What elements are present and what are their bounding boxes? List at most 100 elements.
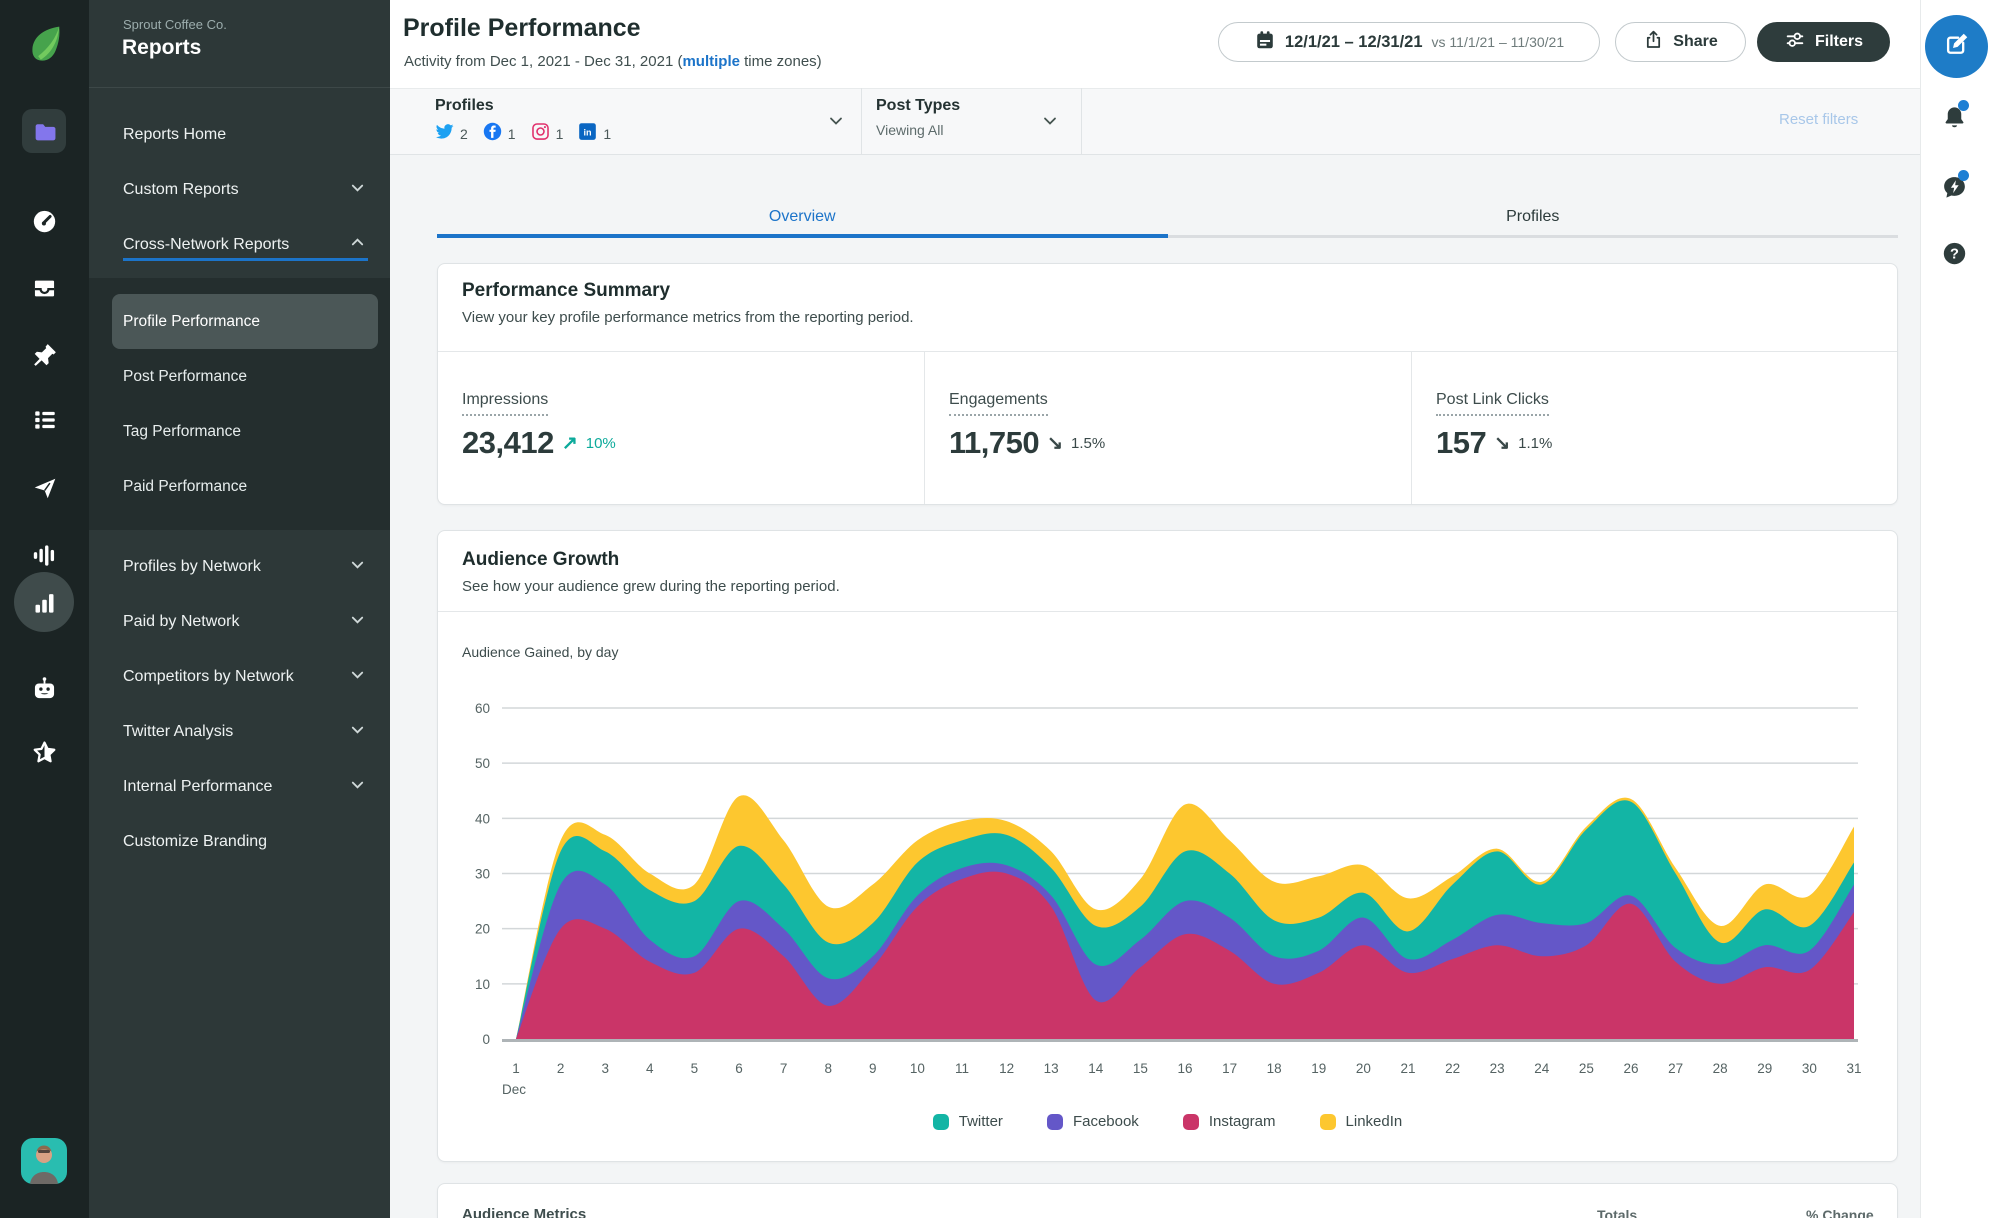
- sidebar-item-label: Competitors by Network: [123, 667, 294, 685]
- sidebar-item-profiles-by-network[interactable]: Profiles by Network: [89, 539, 390, 594]
- profiles-filter-label[interactable]: Profiles: [435, 97, 494, 114]
- legend-swatch: [932, 1113, 949, 1130]
- notifications-bell-icon[interactable]: [1941, 100, 1969, 131]
- sidebar-item-label: Internal Performance: [123, 777, 273, 795]
- chevron-down-icon: [350, 667, 365, 687]
- sidebar-item-label: Customize Branding: [123, 832, 268, 850]
- svg-text:2: 2: [557, 1061, 565, 1076]
- star-icon[interactable]: [0, 729, 89, 775]
- svg-text:40: 40: [475, 811, 490, 826]
- tab-overview[interactable]: Overview: [437, 196, 1168, 238]
- svg-text:60: 60: [475, 701, 490, 716]
- svg-text:7: 7: [780, 1061, 788, 1076]
- svg-text:30: 30: [1802, 1061, 1817, 1076]
- list-icon[interactable]: [0, 397, 89, 443]
- sidebar-item-reports-home[interactable]: Reports Home: [89, 107, 390, 162]
- legend-swatch: [1182, 1113, 1199, 1130]
- bar-chart-icon[interactable]: [14, 572, 74, 632]
- sidebar-item-paid-performance[interactable]: Paid Performance: [123, 477, 248, 495]
- subtitle-text-suffix: time zones): [739, 53, 822, 70]
- legend-item-facebook[interactable]: Facebook: [1046, 1113, 1139, 1130]
- sidebar-item-label: Cross-Network Reports: [123, 235, 290, 253]
- post-types-filter-label[interactable]: Post Types: [876, 97, 961, 114]
- network-count: 1: [483, 122, 516, 146]
- legend-item-twitter[interactable]: Twitter: [932, 1113, 1003, 1130]
- paper-plane-icon[interactable]: [0, 465, 89, 511]
- sidebar-item-twitter-analysis[interactable]: Twitter Analysis: [89, 704, 390, 759]
- svg-text:20: 20: [1356, 1061, 1371, 1076]
- sidebar-item-profile-performance[interactable]: Profile Performance: [112, 294, 378, 349]
- gauge-icon[interactable]: [0, 198, 89, 244]
- user-avatar[interactable]: [21, 1138, 67, 1184]
- growth-title: Audience Growth: [462, 549, 620, 570]
- share-button[interactable]: Share: [1615, 22, 1746, 62]
- legend-item-instagram[interactable]: Instagram: [1182, 1113, 1276, 1130]
- sidebar-item-paid-by-network[interactable]: Paid by Network: [89, 594, 390, 649]
- filters-button[interactable]: Filters: [1757, 22, 1890, 62]
- filters-label: Filters: [1814, 33, 1863, 50]
- pin-icon[interactable]: [0, 332, 89, 378]
- trend-down-icon: ↘: [1494, 432, 1511, 454]
- sidebar-item-custom-reports[interactable]: Custom Reports: [89, 162, 390, 217]
- sidebar-item-post-performance[interactable]: Post Performance: [123, 367, 248, 385]
- multiple-timezones-link[interactable]: multiple: [682, 53, 740, 70]
- folder-icon[interactable]: [22, 109, 66, 153]
- svg-text:14: 14: [1088, 1061, 1104, 1076]
- svg-text:15: 15: [1133, 1061, 1148, 1076]
- network-count-value: 1: [507, 126, 516, 142]
- sidebar-item-tag-performance[interactable]: Tag Performance: [123, 422, 242, 440]
- app-icon-rail: [0, 0, 89, 1218]
- tab-profiles[interactable]: Profiles: [1506, 208, 1560, 225]
- utility-rail: [1920, 0, 2000, 1218]
- profiles-chevron-down-icon[interactable]: [826, 111, 846, 136]
- chart-axis-title: Audience Gained, by day: [462, 644, 619, 660]
- inbox-icon[interactable]: [0, 265, 89, 311]
- metric-label[interactable]: Impressions: [462, 391, 549, 416]
- divider: [438, 351, 1897, 352]
- svg-text:0: 0: [482, 1032, 490, 1047]
- metric-value: 11,750: [949, 425, 1040, 460]
- svg-text:16: 16: [1177, 1061, 1192, 1076]
- svg-text:30: 30: [475, 867, 490, 882]
- waveform-icon[interactable]: [0, 532, 89, 578]
- audience-growth-card: Audience Growth See how your audience gr…: [437, 530, 1898, 1162]
- robot-icon[interactable]: [0, 665, 89, 711]
- sidebar-item-cross-network-reports[interactable]: Cross-Network Reports: [89, 217, 390, 272]
- date-compare-value: vs 11/1/21 – 11/30/21: [1431, 34, 1565, 50]
- filter-divider: [1081, 88, 1082, 155]
- sidebar-item-competitors-by-network[interactable]: Competitors by Network: [89, 649, 390, 704]
- compose-button[interactable]: [1925, 15, 1988, 78]
- legend-label: Facebook: [1072, 1113, 1139, 1130]
- metric-value: 23,412: [462, 425, 554, 460]
- legend-item-linkedin[interactable]: LinkedIn: [1319, 1113, 1402, 1130]
- metric-label[interactable]: Post Link Clicks: [1436, 391, 1549, 416]
- help-icon[interactable]: ?: [1941, 240, 1968, 267]
- audience-metrics-title: Audience Metrics: [462, 1206, 587, 1218]
- sprout-logo-icon: [0, 21, 89, 67]
- reset-filters-link[interactable]: Reset filters: [1779, 111, 1859, 128]
- sidebar-item-customize-branding[interactable]: Customize Branding: [89, 814, 390, 869]
- network-count-value: 1: [603, 126, 612, 142]
- network-count-value: 2: [460, 126, 468, 142]
- svg-text:13: 13: [1044, 1061, 1059, 1076]
- date-range-button[interactable]: 12/1/21 – 12/31/21 vs 11/1/21 – 11/30/21: [1218, 22, 1600, 62]
- summary-subtitle: View your key profile performance metric…: [462, 309, 914, 326]
- legend-swatch: [1319, 1113, 1336, 1130]
- sidebar-item-internal-performance[interactable]: Internal Performance: [89, 759, 390, 814]
- metric-label[interactable]: Engagements: [949, 391, 1048, 416]
- quick-actions-chat-icon[interactable]: [1941, 170, 1969, 201]
- notification-badge: [1958, 100, 1969, 111]
- metric-value: 157: [1436, 425, 1487, 460]
- sidebar-nav: Reports Home Custom Reports Cross-Network …: [89, 107, 390, 869]
- post-types-chevron-down-icon[interactable]: [1040, 111, 1060, 136]
- metric-engagements: Engagements 11,750 ↘ 1.5%: [925, 351, 1412, 504]
- chevron-down-icon: [350, 557, 365, 577]
- profiles-network-counts: 2 1 1 in 1: [435, 122, 619, 146]
- legend-label: Twitter: [958, 1113, 1003, 1130]
- reports-sidebar: Sprout Coffee Co. Reports Reports Home Cu…: [89, 0, 390, 1218]
- trend-value: 10%: [585, 434, 616, 452]
- percent-change-column-header: % Change: [1806, 1207, 1874, 1218]
- summary-title: Performance Summary: [462, 280, 671, 301]
- svg-text:3: 3: [601, 1061, 609, 1076]
